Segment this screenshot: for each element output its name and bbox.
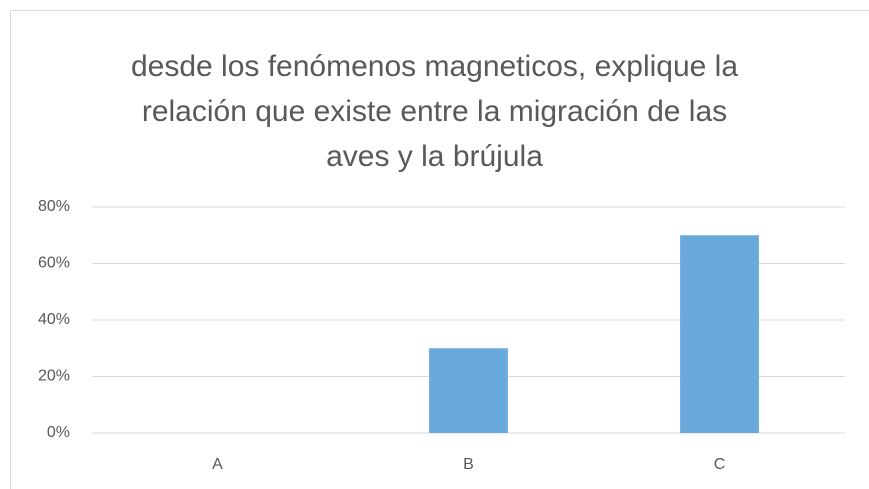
x-tick-label: C [714, 456, 726, 473]
y-tick-label: 80% [38, 198, 70, 215]
y-tick-label: 40% [38, 311, 70, 328]
y-tick-label: 20% [38, 368, 70, 385]
x-tick-label: B [463, 456, 474, 473]
y-tick-label: 60% [38, 255, 70, 272]
y-tick-label: 0% [47, 424, 70, 441]
bar [429, 348, 508, 433]
chart-title: desde los fenómenos magneticos, explique… [130, 50, 739, 173]
bar [680, 235, 759, 433]
x-tick-label: A [212, 456, 223, 473]
chart-border [10, 10, 869, 489]
